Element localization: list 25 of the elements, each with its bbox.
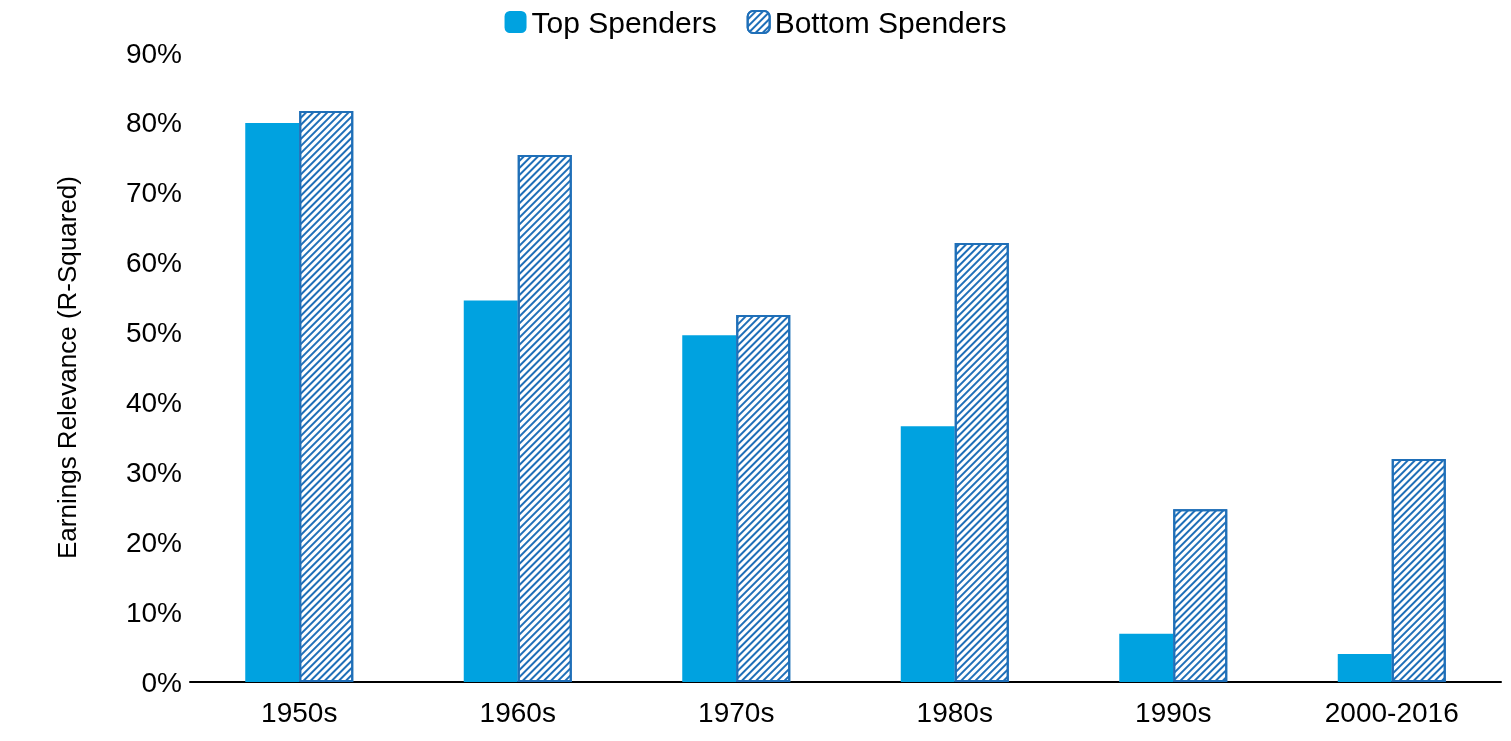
bar bbox=[245, 122, 300, 682]
bar bbox=[682, 335, 737, 682]
bar bbox=[1337, 654, 1392, 682]
x-tick-label: 1960s bbox=[479, 696, 556, 728]
y-tick-label: 80% bbox=[125, 107, 182, 139]
y-tick-label: 70% bbox=[125, 177, 182, 209]
x-tick-label: 1970s bbox=[698, 696, 775, 728]
legend-label: Bottom Spenders bbox=[774, 5, 1007, 39]
y-tick-label: 20% bbox=[125, 526, 182, 558]
bar bbox=[1119, 633, 1174, 682]
x-tick-label: 1990s bbox=[1135, 696, 1212, 728]
y-tick-label: 90% bbox=[125, 37, 182, 69]
bar bbox=[463, 300, 518, 682]
x-tick-label: 1950s bbox=[261, 696, 338, 728]
y-axis-title: Earnings Relevance (R-Squared) bbox=[52, 176, 82, 559]
y-tick-label: 30% bbox=[125, 456, 182, 488]
y-tick-label: 60% bbox=[125, 247, 182, 279]
y-tick-label: 50% bbox=[125, 317, 182, 349]
x-tick-label: 2000-2016 bbox=[1324, 696, 1459, 728]
legend-label: Top Spenders bbox=[531, 5, 717, 39]
y-tick-label: 0% bbox=[141, 666, 182, 698]
y-tick-label: 40% bbox=[125, 386, 182, 418]
x-tick-label: 1980s bbox=[916, 696, 993, 728]
y-tick-label: 10% bbox=[125, 596, 182, 628]
bar bbox=[900, 426, 955, 682]
